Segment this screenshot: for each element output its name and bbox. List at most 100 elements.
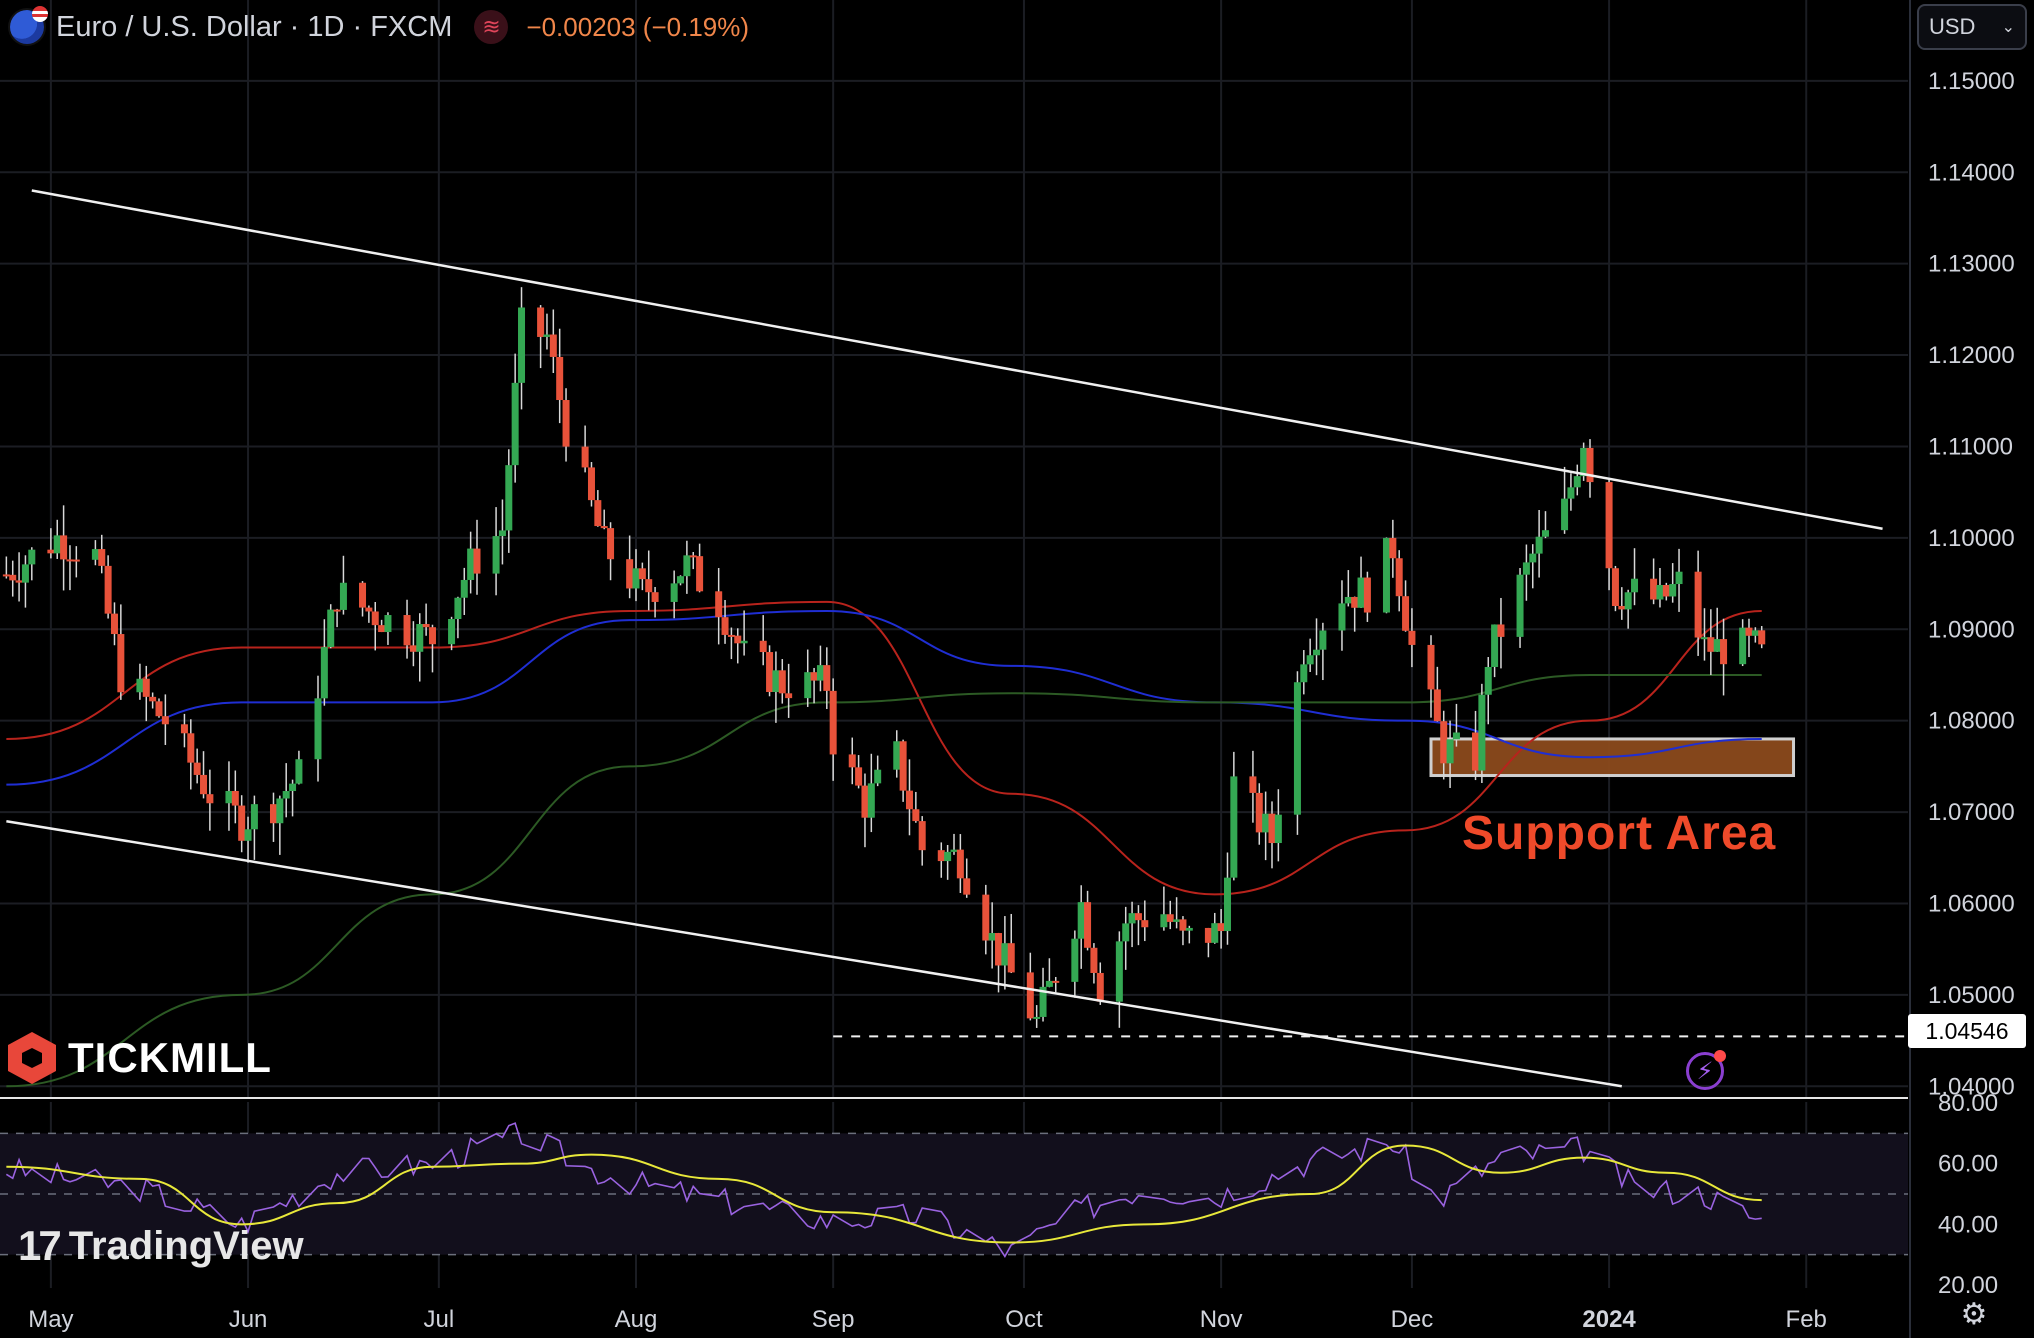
candle-body <box>1090 947 1098 973</box>
candle-body <box>333 609 341 612</box>
candle-body <box>1185 927 1193 931</box>
candle <box>1262 791 1270 861</box>
candle-body <box>721 617 729 635</box>
candle-body <box>1001 943 1009 966</box>
currency-label: USD <box>1929 14 1976 39</box>
gear-icon[interactable]: ⚙ <box>1960 1297 1988 1331</box>
candle <box>2 556 10 579</box>
candle <box>1720 618 1728 696</box>
candle <box>289 779 297 817</box>
candle-body <box>21 564 29 583</box>
candle <box>1045 958 1053 988</box>
candle <box>327 604 335 649</box>
candle-body <box>1529 553 1537 563</box>
candle-body <box>1402 596 1410 631</box>
rsi-line <box>5 1122 1762 1258</box>
lightning-icon[interactable]: ⚡ <box>1686 1050 1726 1090</box>
candle-body <box>1255 792 1263 833</box>
candle-body <box>467 548 475 580</box>
price-axis: 1.15000 1.14000 1.13000 1.12000 1.11000 1.100… <box>1909 0 2015 1338</box>
currency-selector[interactable]: USD ⌄ <box>1917 4 2027 50</box>
candle-body <box>1535 536 1543 554</box>
candle <box>829 678 837 781</box>
candle-body <box>473 548 481 574</box>
candle <box>1452 703 1460 747</box>
candle <box>1491 624 1499 678</box>
wave-icon[interactable]: ≋ <box>474 10 509 44</box>
candle <box>359 581 367 617</box>
rsi-moving-average-line <box>6 1144 1762 1244</box>
candle <box>670 570 678 619</box>
candle <box>1758 626 1766 649</box>
symbol-title[interactable]: Euro / U.S. Dollar · 1D · FXCM <box>56 10 453 43</box>
candle-body <box>855 767 863 786</box>
candle-body <box>295 759 303 784</box>
candle-body <box>1497 624 1505 637</box>
candle-body <box>587 467 595 501</box>
candle <box>1274 789 1282 862</box>
candle <box>1179 916 1187 946</box>
candle <box>1535 509 1543 578</box>
time-tick-label: Dec <box>1391 1306 1434 1333</box>
candle <box>47 528 55 559</box>
candle-body <box>562 400 570 447</box>
candle-body <box>200 774 208 795</box>
tradingview-logo[interactable]: 17 TradingView <box>18 1222 304 1270</box>
candle <box>1363 571 1371 622</box>
candle <box>1344 570 1352 607</box>
candle <box>1052 976 1060 993</box>
candle <box>1128 901 1136 948</box>
tickmill-icon <box>8 1032 56 1084</box>
candle <box>136 663 144 700</box>
candle <box>1586 439 1594 498</box>
candle-body <box>448 619 456 645</box>
candle <box>193 748 201 784</box>
price-tick-label: 1.12000 <box>1928 342 2015 369</box>
candle <box>1707 609 1715 676</box>
candle <box>1650 558 1658 605</box>
candle <box>1001 916 1009 990</box>
candle-body <box>1586 447 1594 483</box>
candle <box>848 737 856 785</box>
moving-average-red <box>6 600 1762 896</box>
candle <box>1160 886 1168 931</box>
candle-body <box>276 798 284 824</box>
candle-body <box>1230 776 1238 878</box>
candle <box>1618 587 1626 620</box>
candle-body <box>327 609 335 648</box>
candle-body <box>180 724 188 734</box>
candle <box>963 858 971 898</box>
candle-body <box>378 625 386 633</box>
candle <box>416 613 424 682</box>
candle <box>1440 710 1448 780</box>
candle <box>1561 466 1569 534</box>
candle <box>995 932 1003 993</box>
tradingview-icon: 17 <box>18 1222 62 1269</box>
candle <box>1306 638 1314 672</box>
time-tick-label: Aug <box>615 1306 658 1333</box>
candle <box>53 519 61 559</box>
candle-body <box>1249 776 1257 793</box>
rsi-tick-label: 40.00 <box>1938 1211 1998 1238</box>
candle-body <box>1707 637 1715 652</box>
price-tick-label: 1.13000 <box>1928 251 2015 278</box>
time-tick-label: Jul <box>423 1306 454 1333</box>
candle <box>1357 556 1365 609</box>
candle <box>1662 582 1670 601</box>
candle <box>98 534 106 574</box>
candle <box>422 603 430 636</box>
candle <box>518 287 526 410</box>
candle-body <box>155 701 163 717</box>
candle-body <box>339 582 347 610</box>
candle-body <box>72 559 80 562</box>
candle-body <box>1357 577 1365 608</box>
candle-body <box>1720 639 1728 665</box>
candle-body <box>1541 530 1549 537</box>
candle <box>505 449 513 553</box>
candle-body <box>1319 630 1327 650</box>
candle <box>15 552 23 602</box>
tickmill-text: TICKMILL <box>68 1034 272 1081</box>
candle-body <box>734 635 742 644</box>
candle <box>1427 635 1435 718</box>
